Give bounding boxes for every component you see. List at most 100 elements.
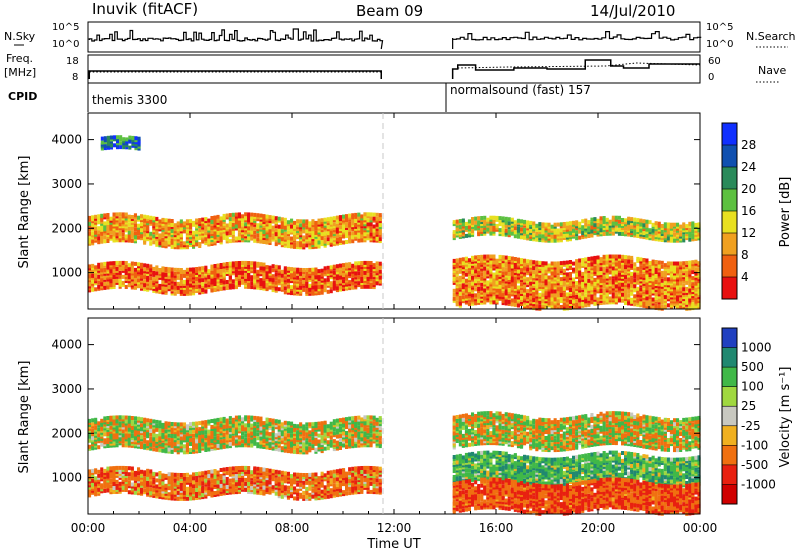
power-cell: [483, 219, 487, 224]
power-cell: [633, 231, 637, 236]
power-cell: [553, 261, 557, 266]
power-cell: [121, 280, 125, 285]
power-cell: [137, 235, 141, 240]
power-cell: [617, 227, 621, 232]
power-cell: [541, 228, 545, 233]
power-cell: [657, 264, 661, 269]
power-cell: [636, 280, 640, 285]
power-cell: [164, 272, 168, 277]
velocity-cell: [106, 416, 110, 420]
power-cell: [621, 254, 625, 259]
velocity-cell: [133, 420, 137, 425]
power-cell: [167, 236, 171, 241]
power-cell: [167, 285, 171, 290]
power-cell: [691, 302, 695, 307]
velocity-cell: [161, 432, 165, 437]
power-cell: [320, 268, 324, 273]
power-cell: [124, 261, 128, 265]
power-cell: [308, 221, 312, 226]
power-cell: [109, 143, 113, 148]
power-cell: [673, 261, 677, 266]
power-cell: [642, 273, 646, 278]
power-cell: [97, 226, 101, 231]
power-cell: [486, 217, 490, 222]
power-cell: [271, 268, 275, 273]
power-cell: [161, 231, 165, 236]
power-cell: [262, 280, 266, 285]
power-cell: [547, 263, 551, 268]
velocity-cell: [158, 428, 162, 433]
velocity-cell: [219, 417, 223, 422]
power-cell: [118, 260, 122, 265]
power-cell: [320, 272, 324, 277]
power-cell: [654, 292, 658, 296]
power-cell: [354, 212, 358, 217]
power-cell: [550, 261, 554, 266]
velocity-cell: [213, 436, 217, 441]
velocity-cell: [173, 422, 177, 427]
power-cell: [369, 226, 373, 231]
power-cell: [553, 269, 557, 274]
power-cell: [538, 278, 542, 283]
power-cell: [691, 270, 695, 275]
power-cell: [660, 278, 664, 283]
power-cell: [130, 238, 134, 243]
power-cell: [94, 265, 98, 270]
power-cell: [682, 234, 686, 239]
power-cell: [360, 277, 364, 281]
power-cell: [121, 274, 125, 279]
velocity-cell: [210, 425, 214, 429]
power-cell: [271, 235, 275, 240]
power-cell: [624, 218, 628, 223]
power-cell: [283, 290, 287, 295]
power-cell: [286, 236, 290, 241]
power-cell: [204, 237, 208, 242]
power-cell: [311, 275, 315, 280]
power-cell: [464, 256, 468, 261]
power-cell: [91, 239, 95, 244]
power-cell: [103, 144, 107, 149]
power-cell: [666, 269, 670, 274]
velocity-cell: [146, 422, 150, 427]
power-cell: [562, 268, 566, 273]
power-cell: [317, 291, 321, 296]
power-cell: [474, 216, 478, 221]
power-cell: [495, 274, 499, 279]
power-cell: [198, 242, 202, 246]
power-cell: [611, 258, 615, 263]
power-cell: [666, 303, 670, 308]
power-cell: [645, 300, 649, 305]
power-cell: [290, 218, 294, 223]
velocity-cell: [213, 418, 217, 423]
power-cell: [119, 135, 123, 140]
power-cell: [541, 261, 545, 266]
power-cell: [305, 219, 309, 224]
power-cell: [477, 220, 481, 225]
power-cell: [103, 281, 107, 286]
power-cell: [461, 218, 465, 223]
power-cell: [164, 218, 168, 223]
power-cell: [532, 221, 536, 226]
velocity-cell: [204, 442, 208, 447]
power-cell: [471, 269, 475, 274]
power-cell: [666, 261, 670, 266]
power-cell: [498, 220, 502, 225]
power-cell: [293, 267, 297, 272]
power-cell: [296, 241, 300, 246]
power-cell: [143, 232, 147, 237]
power-cell: [624, 271, 628, 276]
power-cell: [250, 261, 254, 266]
power-cell: [467, 302, 471, 307]
power-cell: [504, 228, 508, 233]
power-cell: [624, 279, 628, 284]
power-cell: [213, 274, 217, 278]
power-cell: [501, 271, 505, 276]
power-cell: [296, 275, 300, 280]
power-cell: [697, 232, 701, 237]
power-cell: [195, 224, 199, 229]
velocity-cell: [176, 422, 180, 427]
power-cell: [369, 261, 373, 265]
velocity-cell: [164, 421, 168, 426]
power-cell: [329, 265, 333, 270]
velocity-cell: [182, 444, 186, 449]
